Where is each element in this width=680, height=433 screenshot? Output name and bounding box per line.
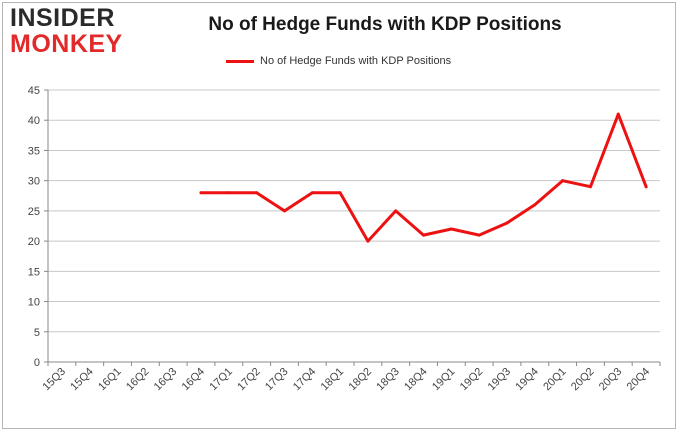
data-point-20Q4 [644,185,648,189]
x-tick-label-16Q1: 16Q1 [96,366,124,394]
data-point-20Q1 [561,179,565,183]
data-point-18Q4 [422,233,426,237]
logo-text-monkey: MONKEY [10,30,123,58]
x-tick-label-19Q2: 19Q2 [458,366,486,394]
legend-label: No of Hedge Funds with KDP Positions [260,55,452,67]
data-point-18Q1 [338,191,342,195]
x-tick-label-15Q3: 15Q3 [41,366,69,394]
x-tick-label-15Q4: 15Q4 [68,366,96,394]
data-point-18Q3 [394,209,398,213]
data-point-19Q1 [449,227,453,231]
x-tick-label-18Q4: 18Q4 [402,366,430,394]
x-tick-label-19Q1: 19Q1 [430,366,458,394]
x-tick-label-17Q1: 17Q1 [207,366,235,394]
data-point-16Q4 [199,191,203,195]
logo-text-insider: INSIDER [10,4,115,32]
data-point-20Q2 [588,185,592,189]
data-point-18Q2 [366,239,370,243]
insider-monkey-logo: INSIDER MONKEY [10,6,123,57]
data-point-19Q3 [505,221,509,225]
data-point-17Q1 [227,191,231,195]
legend-swatch [226,59,254,63]
x-tick-label-19Q3: 19Q3 [486,366,514,394]
y-tick-label-15: 15 [28,266,40,278]
data-point-19Q4 [533,203,537,207]
y-tick-label-30: 30 [28,176,40,188]
legend: No of Hedge Funds with KDP Positions [226,55,451,67]
x-tick-label-18Q1: 18Q1 [319,366,347,394]
y-tick-label-10: 10 [28,297,40,309]
x-tick-label-16Q4: 16Q4 [180,366,208,394]
x-tick-label-18Q2: 18Q2 [347,366,375,394]
y-tick-label-35: 35 [28,145,40,157]
data-point-17Q3 [282,209,286,213]
x-tick-label-17Q2: 17Q2 [235,366,263,394]
data-point-17Q4 [310,191,314,195]
x-tick-label-16Q2: 16Q2 [124,366,152,394]
chart-title: No of Hedge Funds with KDP Positions [208,14,562,35]
x-tick-label-17Q3: 17Q3 [263,366,291,394]
x-tick-label-18Q3: 18Q3 [374,366,402,394]
y-tick-label-25: 25 [28,206,40,218]
x-tick-label-19Q4: 19Q4 [513,366,541,394]
series-line-0 [199,112,648,243]
chart-frame [2,2,676,429]
data-point-17Q2 [255,191,259,195]
x-tick-label-20Q3: 20Q3 [597,366,625,394]
x-tick-label-16Q3: 16Q3 [152,366,180,394]
x-tick-label-20Q1: 20Q1 [541,366,569,394]
y-tick-label-20: 20 [28,236,40,248]
data-point-19Q2 [477,233,481,237]
y-tick-label-0: 0 [34,357,40,369]
x-tick-label-20Q2: 20Q2 [569,366,597,394]
y-tick-label-45: 45 [28,85,40,97]
x-tick-label-20Q4: 20Q4 [625,366,653,394]
y-tick-label-40: 40 [28,115,40,127]
data-point-20Q3 [616,112,620,116]
x-tick-label-17Q4: 17Q4 [291,366,319,394]
y-tick-label-5: 5 [34,327,40,339]
